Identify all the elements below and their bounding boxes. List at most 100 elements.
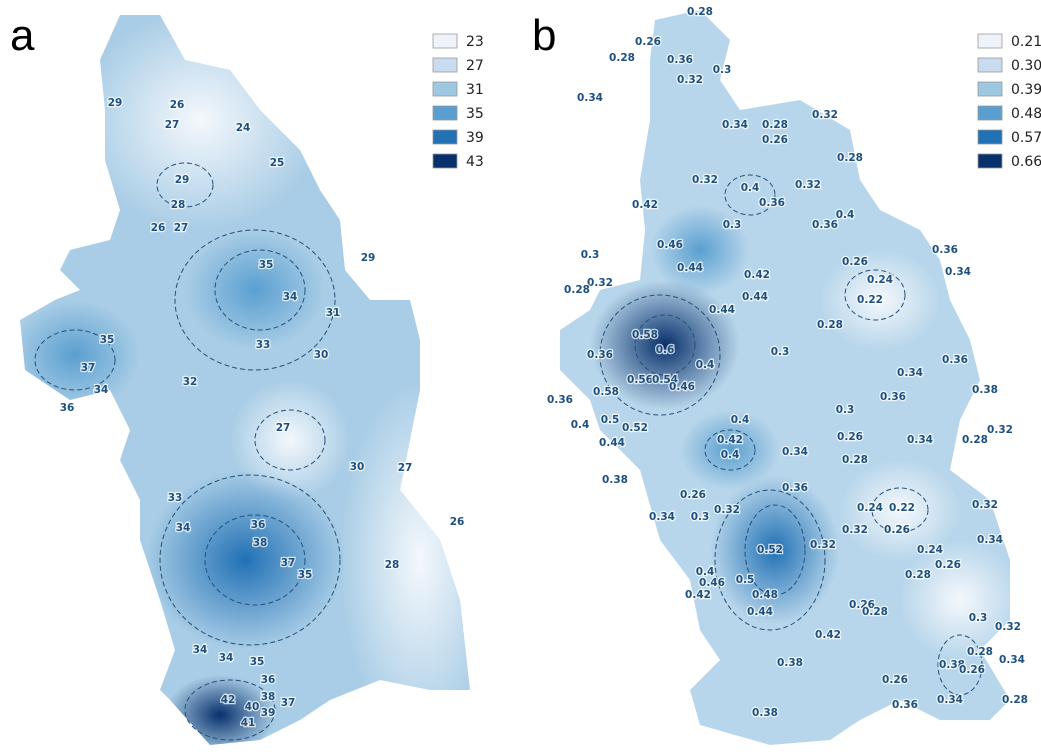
- legend-label: 27: [466, 58, 484, 74]
- contour-label: 0.6: [656, 344, 675, 356]
- contour-label: 0.4: [836, 209, 855, 221]
- contour-label: 0.44: [599, 437, 625, 449]
- contour-label: 0.32: [714, 504, 740, 516]
- contour-label: 0.44: [677, 262, 703, 274]
- legend-label: 35: [466, 106, 484, 122]
- contour-label: 28: [385, 559, 400, 571]
- contour-label: 0.24: [867, 274, 893, 286]
- contour-label: 0.32: [987, 424, 1013, 436]
- contour-label: 37: [281, 557, 296, 569]
- contour-label: 0.4: [721, 449, 740, 461]
- contour-label: 36: [60, 402, 75, 414]
- contour-label: 28: [171, 199, 186, 211]
- legend-label: 0.66: [1011, 154, 1041, 170]
- contour-label: 0.28: [905, 569, 931, 581]
- contour-label: 0.52: [757, 544, 783, 556]
- contour-label: 0.32: [810, 539, 836, 551]
- contour-label: 27: [276, 422, 291, 434]
- legend-label: 23: [466, 34, 484, 50]
- contour-label: 0.32: [842, 524, 868, 536]
- contour-label: 0.4: [696, 359, 715, 371]
- contour-label: 0.26: [842, 256, 868, 268]
- contour-label: 33: [256, 339, 271, 351]
- contour-label: 0.28: [862, 606, 888, 618]
- contour-label: 0.34: [782, 446, 808, 458]
- contour-label: 0.52: [622, 422, 648, 434]
- contour-label: 27: [398, 462, 413, 474]
- contour-label: 0.32: [795, 179, 821, 191]
- contour-label: 0.28: [962, 434, 988, 446]
- contour-label: 0.42: [744, 269, 770, 281]
- contour-label: 0.44: [742, 291, 768, 303]
- legend-swatch: [978, 154, 1002, 168]
- legend-label: 0.39: [1011, 82, 1041, 98]
- contour-label: 0.26: [882, 674, 908, 686]
- contour-label: 0.28: [817, 319, 843, 331]
- contour-label: 0.42: [685, 589, 711, 601]
- contour-label: 0.44: [709, 304, 735, 316]
- contour-label: 36: [251, 519, 266, 531]
- contour-label: 0.32: [972, 499, 998, 511]
- contour-label: 0.32: [677, 74, 703, 86]
- contour-label: 26: [151, 222, 166, 234]
- contour-label: 0.36: [942, 354, 968, 366]
- contour-label: 0.32: [995, 621, 1021, 633]
- contour-label: 30: [350, 461, 365, 473]
- contour-label: 0.26: [635, 36, 661, 48]
- contour-label: 0.36: [782, 482, 808, 494]
- contour-label: 0.24: [917, 544, 943, 556]
- contour-label: 37: [81, 362, 96, 374]
- legend-swatch: [978, 130, 1002, 144]
- contour-label: 26: [170, 99, 185, 111]
- contour-label: 0.56: [627, 374, 653, 386]
- contour-label: 37: [281, 697, 296, 709]
- map-b: [540, 0, 1041, 755]
- contour-label: 0.28: [762, 119, 788, 131]
- contour-label: 0.58: [593, 386, 619, 398]
- contour-label: 0.3: [713, 64, 732, 76]
- contour-label: 0.34: [649, 511, 675, 523]
- contour-label: 34: [94, 384, 109, 396]
- contour-label: 0.3: [836, 404, 855, 416]
- contour-label: 29: [361, 252, 376, 264]
- contour-label: 0.34: [722, 119, 748, 131]
- contour-label: 39: [261, 707, 276, 719]
- contour-label: 0.36: [587, 349, 613, 361]
- contour-label: 0.34: [577, 92, 603, 104]
- contour-label: 0.5: [736, 574, 755, 586]
- contour-label: 0.28: [564, 284, 590, 296]
- contour-label: 41: [241, 717, 256, 729]
- contour-label: 0.36: [880, 391, 906, 403]
- contour-label: 0.28: [609, 52, 635, 64]
- contour-label: 38: [261, 691, 276, 703]
- contour-label: 35: [250, 656, 265, 668]
- contour-label: 0.26: [884, 524, 910, 536]
- contour-label: 0.4: [741, 182, 760, 194]
- contour-label: 0.38: [752, 707, 778, 719]
- contour-label: 0.3: [771, 346, 790, 358]
- contour-label: 25: [270, 157, 285, 169]
- contour-label: 30: [314, 349, 329, 361]
- contour-label: 36: [261, 674, 276, 686]
- legend-swatch: [978, 34, 1002, 48]
- contour-label: 0.46: [699, 577, 725, 589]
- contour-label: 0.26: [680, 489, 706, 501]
- contour-label: 0.32: [692, 174, 718, 186]
- contour-label: 34: [193, 644, 208, 656]
- legend-label: 39: [466, 130, 484, 146]
- contour-label: 0.24: [857, 502, 883, 514]
- contour-label: 40: [245, 701, 260, 713]
- contour-label: 0.4: [571, 419, 590, 431]
- contour-label: 0.42: [717, 434, 743, 446]
- contour-label: 0.36: [547, 394, 573, 406]
- contour-label: 0.34: [999, 654, 1025, 666]
- contour-label: 35: [259, 259, 274, 271]
- contour-label: 0.3: [723, 219, 742, 231]
- contour-label: 33: [168, 492, 183, 504]
- legend-swatch: [433, 130, 457, 144]
- legend-label: 31: [466, 82, 484, 98]
- contour-label: 38: [253, 537, 268, 549]
- contour-label: 0.36: [759, 197, 785, 209]
- contour-label: 0.48: [752, 589, 778, 601]
- contour-label: 34: [283, 291, 298, 303]
